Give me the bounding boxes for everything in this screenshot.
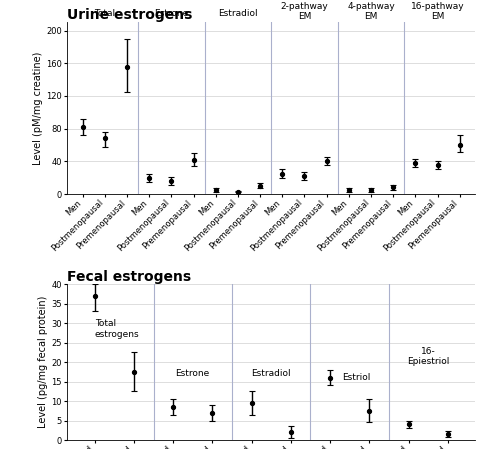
Text: 2-pathway
EM: 2-pathway EM — [281, 2, 328, 21]
Text: Fecal estrogens: Fecal estrogens — [67, 270, 192, 284]
Text: 16-
Epiestriol: 16- Epiestriol — [407, 347, 449, 366]
Text: Estrone: Estrone — [176, 369, 210, 378]
Text: Estriol: Estriol — [342, 373, 370, 382]
Text: Estrone: Estrone — [154, 9, 189, 18]
Text: Estradiol: Estradiol — [252, 369, 291, 378]
Text: Urine estrogens: Urine estrogens — [67, 9, 192, 22]
Text: 4-pathway
EM: 4-pathway EM — [347, 2, 395, 21]
Text: Estradiol: Estradiol — [218, 9, 258, 18]
Text: 16-pathway
EM: 16-pathway EM — [411, 2, 464, 21]
Text: Total: Total — [95, 9, 116, 18]
Y-axis label: Level (pM/mg creatine): Level (pM/mg creatine) — [33, 52, 43, 165]
Y-axis label: Level (pg/mg fecal protein): Level (pg/mg fecal protein) — [38, 296, 48, 428]
Text: Total
estrogens: Total estrogens — [95, 319, 139, 339]
